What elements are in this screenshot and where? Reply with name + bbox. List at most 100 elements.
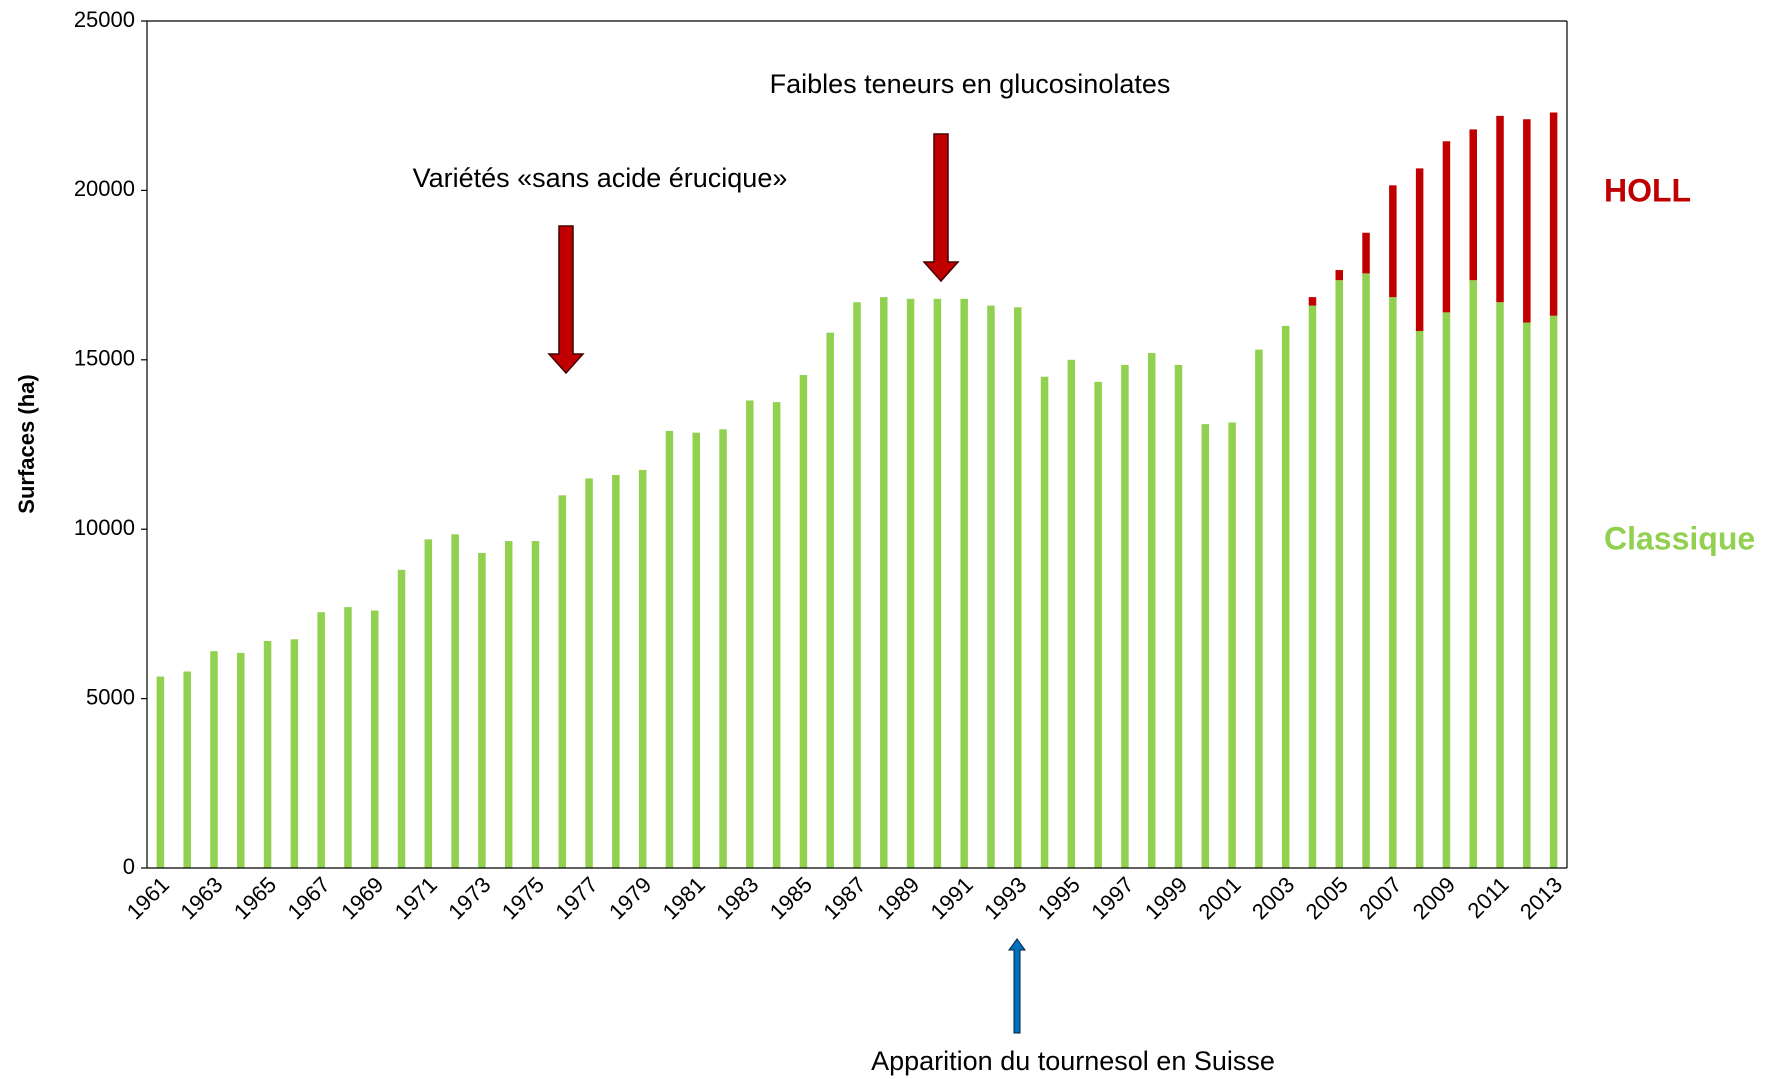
x-tick-label: 2005 [1301, 872, 1353, 924]
bar [558, 495, 567, 868]
bar [906, 298, 915, 868]
x-tick-label: 1961 [122, 872, 174, 924]
bar [1415, 331, 1424, 868]
x-tick-label: 1975 [497, 872, 549, 924]
x-tick-label: 1979 [604, 872, 656, 924]
bar [424, 539, 433, 868]
y-tick-label: 20000 [74, 176, 135, 201]
bar [1442, 312, 1451, 868]
bar [1389, 297, 1397, 868]
bar [1523, 322, 1531, 869]
x-tick-label: 1995 [1033, 872, 1085, 924]
x-tick-label: 1967 [283, 872, 335, 924]
x-tick-label: 2011 [1463, 872, 1514, 923]
bar [478, 552, 486, 868]
y-tick-label: 15000 [74, 346, 135, 371]
bar [1147, 353, 1156, 868]
bar [987, 305, 995, 868]
bar [237, 652, 245, 868]
bar [504, 541, 513, 868]
bar [1389, 185, 1397, 298]
bar [344, 607, 352, 868]
bar [1496, 115, 1504, 303]
bar [183, 671, 191, 868]
bar [370, 610, 379, 868]
bar [1094, 381, 1102, 868]
bar [933, 298, 942, 868]
bar [317, 612, 325, 868]
x-tick-label: 1965 [229, 872, 281, 924]
bar [1415, 168, 1424, 332]
bar [585, 478, 593, 868]
bar [1469, 280, 1477, 868]
x-tick-label: 1991 [926, 872, 978, 924]
bar [1549, 315, 1558, 869]
bar [1335, 280, 1344, 868]
bar [1121, 364, 1129, 868]
bar [1469, 129, 1477, 281]
y-axis-label: Surfaces (ha) [14, 374, 39, 513]
x-tick-label: 2007 [1354, 872, 1406, 924]
bar [880, 297, 888, 868]
x-tick-label: 2001 [1193, 872, 1245, 924]
bar [1549, 112, 1558, 316]
legend-label: Classique [1604, 520, 1755, 556]
annotation: Faibles teneurs en glucosinolates [770, 69, 1171, 99]
bar [612, 474, 620, 868]
bar [1308, 297, 1317, 306]
x-tick-label: 1981 [658, 872, 710, 924]
bar [156, 676, 165, 868]
bar [1281, 325, 1290, 868]
x-tick-label: 2009 [1408, 872, 1460, 924]
bar [1174, 364, 1183, 868]
bar [1067, 359, 1076, 868]
bar [1040, 376, 1049, 868]
x-tick-label: 1969 [336, 872, 388, 924]
bar [1335, 270, 1344, 281]
x-tick-label: 1977 [550, 872, 602, 924]
bar [1014, 307, 1022, 868]
bar [719, 429, 727, 868]
legend-label: HOLL [1604, 172, 1691, 208]
bar [799, 375, 808, 868]
bar [638, 469, 647, 868]
x-tick-label: 1993 [979, 872, 1031, 924]
x-tick-label: 1985 [765, 872, 817, 924]
bar [772, 402, 781, 868]
bar [746, 400, 754, 868]
x-tick-label: 1989 [872, 872, 924, 924]
bar [451, 534, 459, 868]
bar [853, 302, 861, 869]
x-tick-label: 1971 [390, 872, 442, 924]
bar [1442, 141, 1451, 313]
y-tick-label: 5000 [86, 684, 135, 709]
bar [665, 430, 674, 868]
bar [826, 332, 834, 868]
bar [397, 569, 406, 868]
x-tick-label: 2013 [1515, 872, 1567, 924]
bar [1523, 119, 1531, 323]
bar [1496, 302, 1504, 869]
x-tick-label: 1983 [711, 872, 763, 924]
y-tick-label: 25000 [74, 7, 135, 32]
y-tick-label: 10000 [74, 515, 135, 540]
bar [1255, 349, 1263, 868]
annotation-arrow [547, 225, 585, 375]
y-tick-label: 0 [123, 854, 135, 879]
bar [263, 641, 272, 868]
annotation-arrow [1008, 938, 1026, 1034]
bar [1308, 305, 1317, 868]
bar [1201, 424, 1210, 868]
bar [1362, 232, 1370, 274]
bar [210, 651, 218, 868]
x-tick-label: 2003 [1247, 872, 1299, 924]
bar [1228, 422, 1236, 868]
x-tick-label: 1999 [1140, 872, 1192, 924]
bar [960, 298, 968, 868]
x-tick-label: 1987 [818, 872, 870, 924]
x-tick-label: 1963 [175, 872, 227, 924]
annotation: Apparition du tournesol en Suisse [871, 1046, 1275, 1076]
annotation: Variétés «sans acide érucique» [413, 163, 788, 193]
x-tick-label: 1997 [1086, 872, 1138, 924]
